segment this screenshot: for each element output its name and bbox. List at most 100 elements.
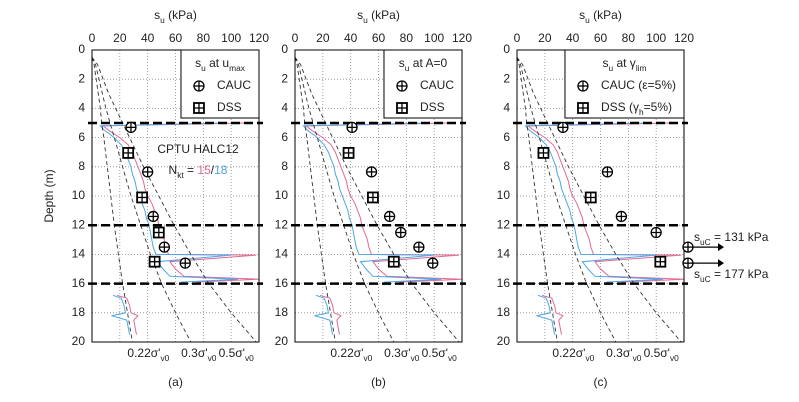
- reference-line: [516, 57, 558, 343]
- text-part: CAUC: [420, 78, 454, 92]
- text-part: v0: [448, 353, 457, 363]
- legend-marker: [577, 102, 589, 114]
- text-part: (kPa): [590, 8, 622, 22]
- y-tick-label: 0: [78, 42, 85, 56]
- text-part: (kPa): [165, 8, 197, 22]
- data-point: [152, 226, 165, 239]
- x-tick-label: 60: [594, 31, 608, 45]
- x-tick-label: 40: [141, 31, 155, 45]
- x-tick-label: 120: [674, 31, 694, 45]
- text-part: 0.5σ': [219, 346, 245, 360]
- data-point: [346, 121, 358, 134]
- panel-caption: (b): [371, 375, 386, 389]
- y-tick-label: 6: [78, 130, 85, 144]
- legend: su at γlim CAUC (ε=5%) DSS (γh=5%): [564, 49, 685, 119]
- text-part: s: [602, 56, 608, 70]
- y-tick-label: 8: [78, 159, 85, 173]
- y-tick-label: 8: [281, 159, 288, 173]
- reference-line: [294, 57, 395, 343]
- text-part: v0: [585, 353, 594, 363]
- y-tick-label: 0: [503, 42, 510, 56]
- y-tick-label: 0: [281, 42, 288, 56]
- text-part: 0.22σ': [330, 346, 363, 360]
- text-part: 0.5σ': [644, 346, 670, 360]
- text-part: /: [211, 163, 215, 177]
- cptu-profile: [304, 122, 463, 335]
- y-tick-label: 18: [497, 305, 511, 319]
- y-tick-label: 6: [281, 130, 288, 144]
- y-tick-label: 12: [275, 217, 289, 231]
- text-part: lim: [636, 63, 647, 73]
- text-part: u: [363, 15, 368, 25]
- y-tick-label: 2: [281, 71, 288, 85]
- text-part: u: [585, 15, 590, 25]
- y-tick-label: 20: [72, 334, 86, 348]
- x-axis-title: su (kPa): [154, 8, 197, 25]
- data-point: [584, 191, 597, 204]
- data-point: [367, 191, 379, 204]
- cptu-profile: [526, 122, 685, 335]
- y-tick-label: 10: [497, 188, 511, 202]
- reference-line: [91, 57, 133, 343]
- text-part: 0.22σ': [552, 346, 585, 360]
- text-part: 0.22σ': [127, 346, 160, 360]
- text-part: 0.3σ': [606, 346, 632, 360]
- cptu-profile: [302, 122, 442, 335]
- text-part: h: [639, 107, 644, 117]
- x-tick-label: 100: [646, 31, 666, 45]
- data-point: [537, 147, 550, 159]
- y-tick-label: 16: [497, 276, 511, 290]
- text-part: s: [399, 56, 405, 70]
- y-tick-label: 10: [275, 188, 289, 202]
- x-tick-label: 80: [400, 31, 414, 45]
- arrow-head: [718, 259, 724, 268]
- legend-marker: [396, 80, 408, 92]
- text-part: v0: [633, 353, 642, 363]
- text-part: v0: [670, 353, 679, 363]
- reference-line: [91, 57, 192, 343]
- text-part: u: [405, 63, 410, 73]
- cptu-profile: [524, 122, 664, 335]
- y-tick-label: 14: [275, 247, 289, 261]
- text-part: 15: [197, 163, 211, 177]
- x-tick-label: 20: [113, 31, 127, 45]
- data-point: [125, 121, 137, 134]
- data-point: [427, 257, 439, 269]
- reference-label: 0.3σ'v0: [181, 346, 217, 363]
- text-part: at A=0: [409, 56, 447, 70]
- legend-label: DSS (γh=5%): [601, 100, 672, 117]
- text-part: uC: [700, 274, 711, 284]
- x-tick-label: 0: [292, 31, 299, 45]
- offscale-point: [682, 241, 694, 253]
- y-tick-label: 8: [503, 159, 510, 173]
- y-tick-label: 16: [275, 276, 289, 290]
- x-tick-label: 120: [249, 31, 269, 45]
- text-part: 0.3σ': [181, 346, 207, 360]
- x-tick-label: 120: [452, 31, 472, 45]
- text-part: v0: [160, 353, 169, 363]
- text-part: CPTU HALC12: [157, 142, 239, 156]
- legend-marker: [577, 80, 589, 92]
- text-part: DSS: [217, 100, 242, 114]
- x-tick-label: 0: [89, 31, 96, 45]
- legend-label: DSS: [217, 100, 242, 114]
- legend-marker: [193, 102, 205, 114]
- cptu-profile: [99, 122, 239, 335]
- y-tick-label: 16: [72, 276, 86, 290]
- y-tick-label: 4: [78, 101, 85, 115]
- legend-title: su at umax: [195, 56, 246, 73]
- y-tick-label: 10: [72, 188, 86, 202]
- reference-label: 0.3σ'v0: [606, 346, 642, 363]
- text-part: u: [608, 63, 613, 73]
- y-tick-label: 12: [497, 217, 511, 231]
- panel-caption: (a): [168, 375, 183, 389]
- x-tick-label: 80: [622, 31, 636, 45]
- data-point: [158, 241, 171, 253]
- data-point: [615, 210, 628, 223]
- annotation: Nkt = 15/18: [169, 163, 228, 180]
- y-tick-label: 6: [503, 130, 510, 144]
- plot-frame: [294, 49, 463, 343]
- x-tick-label: 80: [197, 31, 211, 45]
- y-tick-label: 12: [72, 217, 86, 231]
